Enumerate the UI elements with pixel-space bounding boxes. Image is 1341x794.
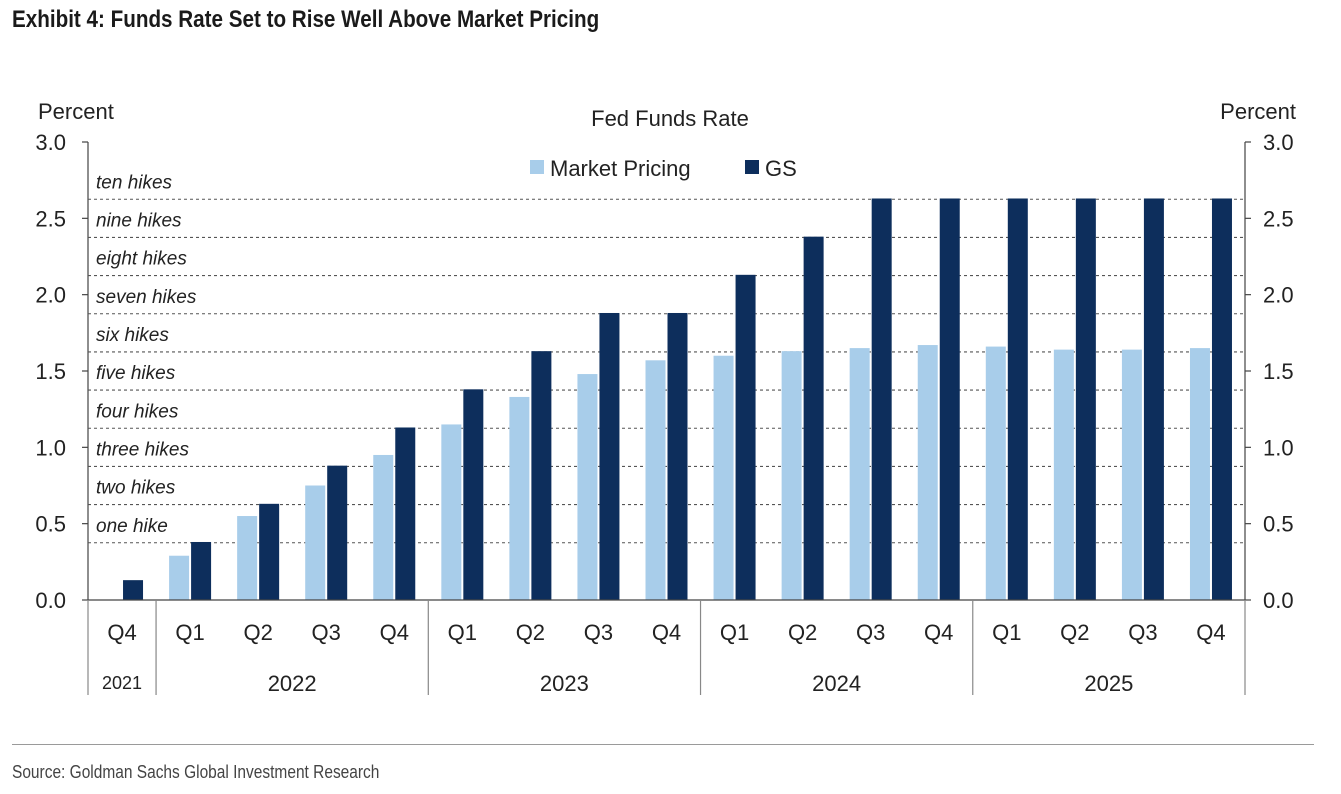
- x-tick-label-quarter: Q1: [720, 620, 749, 645]
- bar-gs: [871, 198, 892, 600]
- x-tick-label-quarter: Q4: [1196, 620, 1225, 645]
- chart-bars: [123, 198, 1232, 601]
- hike-label: six hikes: [96, 325, 169, 346]
- x-tick-label-quarter: Q2: [516, 620, 545, 645]
- hike-label: two hikes: [96, 478, 176, 499]
- bar-market-pricing: [1053, 349, 1074, 600]
- hike-label: one hike: [96, 516, 168, 537]
- x-axis: Q4 Q1 Q2 Q3 Q4 Q1 Q2 Q3 Q4 Q1 Q2 Q3 Q4 Q1 Q2 Q3 Q4 2021 20…: [87, 599, 1246, 696]
- bar-gs: [667, 312, 688, 600]
- bar-gs: [191, 541, 212, 600]
- bar-gs: [1007, 198, 1028, 600]
- x-tick-label-quarter: Q4: [924, 620, 953, 645]
- bar-market-pricing: [509, 396, 530, 600]
- y-tick-label-right: 0.5: [1263, 512, 1294, 537]
- x-year-label: 2023: [540, 671, 589, 696]
- x-year-label: 2021: [102, 673, 142, 693]
- chart-title: Fed Funds Rate: [591, 106, 749, 131]
- bar-market-pricing: [237, 516, 258, 600]
- bar-gs: [327, 465, 348, 600]
- bar-market-pricing: [577, 374, 598, 600]
- x-tick-label-quarter: Q4: [380, 620, 409, 645]
- bar-gs: [395, 427, 416, 600]
- y-tick-label-left: 2.0: [35, 283, 66, 308]
- hike-label: seven hikes: [96, 287, 197, 308]
- x-tick-label-quarter: Q3: [856, 620, 885, 645]
- x-tick-label-quarter: Q1: [992, 620, 1021, 645]
- bar-market-pricing: [849, 348, 870, 600]
- hike-label: eight hikes: [96, 249, 187, 270]
- x-tick-label-quarter: Q2: [788, 620, 817, 645]
- y-tick-label-left: 3.0: [35, 130, 66, 155]
- y-axis-right-label: Percent: [1220, 99, 1296, 124]
- y-tick-label-left: 1.5: [35, 359, 66, 384]
- x-tick-label-quarter: Q1: [175, 620, 204, 645]
- x-tick-label-quarter: Q3: [584, 620, 613, 645]
- bar-market-pricing: [373, 454, 394, 600]
- hike-label: three hikes: [96, 439, 189, 460]
- bar-gs: [599, 312, 620, 600]
- x-year-label: 2025: [1084, 671, 1133, 696]
- y-tick-label-left: 0.5: [35, 512, 66, 537]
- x-tick-label-quarter: Q2: [1060, 620, 1089, 645]
- legend-swatch-gs: [745, 160, 759, 174]
- bar-gs: [1075, 198, 1096, 600]
- legend-swatch-market-pricing: [530, 160, 544, 174]
- x-tick-label-quarter: Q3: [312, 620, 341, 645]
- hike-reference-lines: one hike two hikes three hikes four hikes fi…: [88, 172, 1245, 544]
- bar-gs: [735, 274, 756, 600]
- y-tick-label-right: 3.0: [1263, 130, 1294, 155]
- x-tick-label-quarter: Q1: [448, 620, 477, 645]
- y-tick-label-right: 2.5: [1263, 206, 1294, 231]
- legend: Market Pricing GS: [530, 156, 797, 181]
- y-tick-label-right: 1.5: [1263, 359, 1294, 384]
- bar-market-pricing: [305, 485, 326, 600]
- hike-label: four hikes: [96, 401, 179, 422]
- chart-axes: 0.0 0.0 0.5 0.5 1.0 1.0 1.5 1.5 2.0 2.0 2.5 2.5 3.0 3…: [35, 130, 1293, 613]
- y-tick-label-left: 1.0: [35, 435, 66, 460]
- bar-gs: [1143, 198, 1164, 600]
- bar-market-pricing: [645, 360, 666, 600]
- bar-market-pricing: [713, 355, 734, 600]
- x-year-label: 2024: [812, 671, 861, 696]
- x-tick-label-quarter: Q4: [652, 620, 681, 645]
- x-tick-label-quarter: Q4: [107, 620, 136, 645]
- legend-label-gs: GS: [765, 156, 797, 181]
- hike-label: nine hikes: [96, 210, 182, 231]
- bar-gs: [259, 503, 280, 600]
- x-year-label: 2022: [268, 671, 317, 696]
- y-tick-label-left: 2.5: [35, 206, 66, 231]
- bar-gs: [939, 198, 960, 600]
- bar-market-pricing: [441, 424, 462, 600]
- source-note: Source: Goldman Sachs Global Investment …: [12, 762, 380, 782]
- bar-market-pricing: [917, 345, 938, 600]
- bar-gs: [463, 389, 484, 600]
- bar-gs: [531, 351, 552, 600]
- bar-gs: [123, 580, 144, 600]
- y-tick-label-right: 1.0: [1263, 435, 1294, 460]
- hike-label: five hikes: [96, 363, 176, 384]
- bar-market-pricing: [985, 346, 1006, 600]
- x-tick-label-quarter: Q2: [243, 620, 272, 645]
- bar-market-pricing: [1121, 349, 1142, 600]
- bar-gs: [1211, 198, 1232, 600]
- hike-label: ten hikes: [96, 172, 173, 193]
- y-tick-label-right: 0.0: [1263, 588, 1294, 613]
- y-tick-label-left: 0.0: [35, 588, 66, 613]
- y-tick-label-right: 2.0: [1263, 283, 1294, 308]
- legend-label-market-pricing: Market Pricing: [550, 156, 691, 181]
- bar-gs: [803, 236, 824, 601]
- bar-market-pricing: [781, 351, 802, 600]
- bar-market-pricing: [1189, 348, 1210, 600]
- x-tick-label-quarter: Q3: [1128, 620, 1157, 645]
- exhibit-title: Exhibit 4: Funds Rate Set to Rise Well A…: [12, 6, 600, 33]
- source-divider: [12, 744, 1314, 745]
- bar-market-pricing: [169, 555, 190, 600]
- y-axis-left-label: Percent: [38, 99, 114, 124]
